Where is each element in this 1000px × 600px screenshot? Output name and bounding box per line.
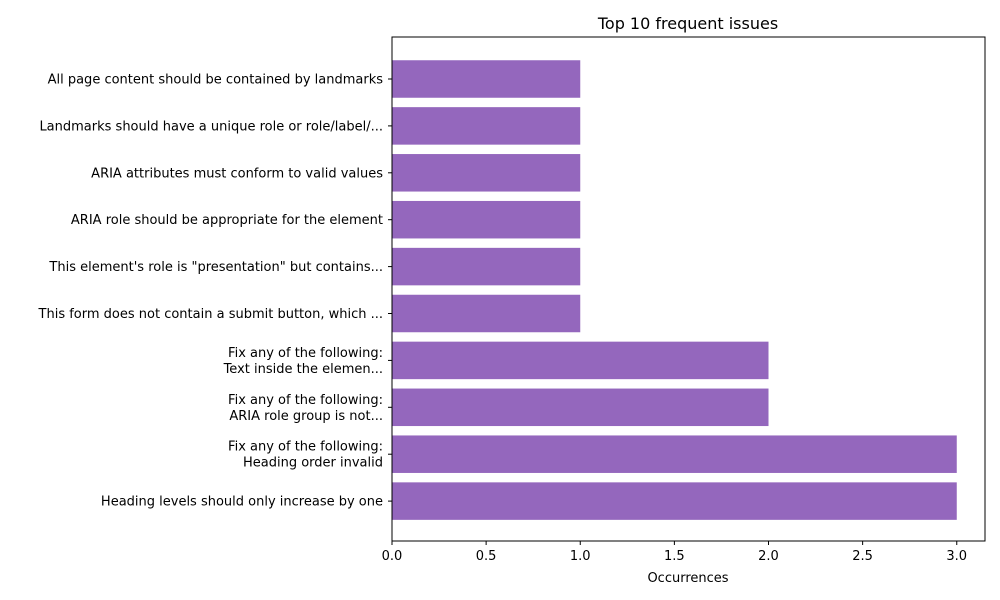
x-tick-label: 1.5 [664,549,685,564]
x-tick-label: 0.0 [382,549,403,564]
y-tick-label: ARIA attributes must conform to valid va… [91,166,383,181]
bar-9 [392,435,957,473]
bar-1 [392,60,581,98]
y-tick-label: This element's role is "presentation" bu… [48,260,383,275]
x-tick-label: 0.5 [476,549,497,564]
x-tick-label: 2.5 [852,549,873,564]
bar-10 [392,482,957,520]
y-tick-label: Fix any of the following: Text inside the… [223,346,383,377]
bar-3 [392,154,581,192]
bar-2 [392,107,581,145]
y-tick-label: Landmarks should have a unique role or r… [39,119,383,134]
bar-7 [392,341,769,380]
x-tick-label: 2.0 [758,549,779,564]
y-tick-label: This form does not contain a submit butt… [38,307,383,322]
x-axis-title: Occurrences [647,571,728,586]
bar-4 [392,200,581,239]
chart-title: Top 10 frequent issues [597,14,778,33]
bar-6 [392,294,581,333]
bar-8 [392,388,769,427]
x-tick-label: 3.0 [946,549,967,564]
y-tick-label: All page content should be contained by … [48,73,384,88]
bar-5 [392,247,581,286]
x-tick-label: 1.0 [570,549,591,564]
y-tick-label: Fix any of the following: ARIA role group… [228,393,383,424]
plot-frame [391,36,986,542]
y-tick-label: Heading levels should only increase by o… [101,495,383,510]
y-tick-label: ARIA role should be appropriate for the … [71,213,383,228]
y-tick-label: Fix any of the following: Heading order … [228,440,383,471]
